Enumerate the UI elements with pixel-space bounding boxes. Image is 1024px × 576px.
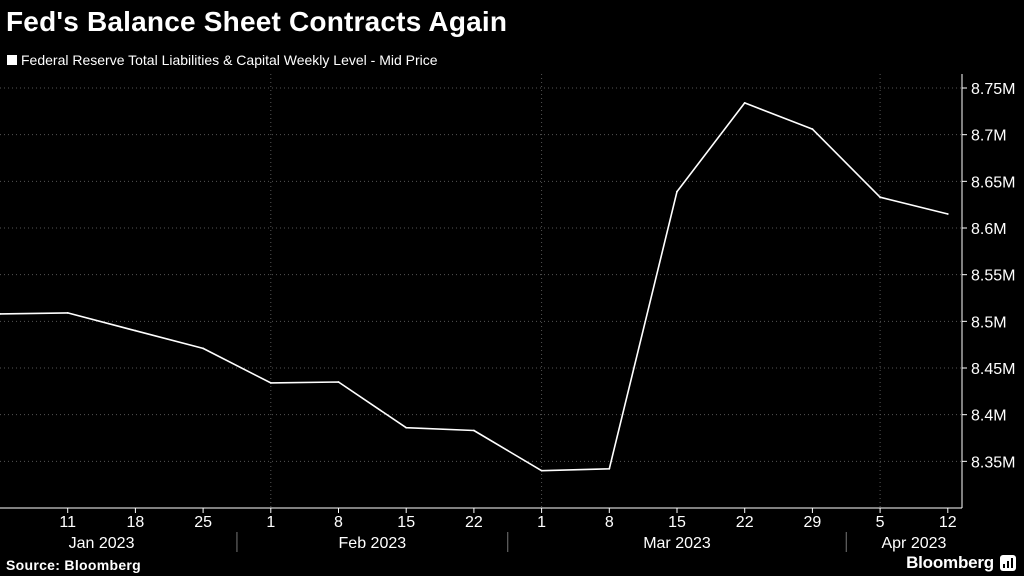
- x-tick-label: 1: [266, 514, 275, 531]
- x-tick-label: 15: [668, 514, 686, 531]
- data-point: [879, 196, 881, 199]
- x-tick-label: 25: [194, 514, 212, 531]
- y-tick-label: 8.35M: [971, 454, 1015, 471]
- y-tick-label: 8.7M: [971, 128, 1007, 145]
- month-label: Jan 2023: [69, 535, 135, 552]
- y-tick-label: 8.6M: [971, 221, 1007, 238]
- month-label: Apr 2023: [881, 535, 946, 552]
- month-label: Mar 2023: [643, 535, 711, 552]
- data-point: [608, 467, 611, 470]
- series-line: [0, 102, 948, 472]
- data-point: [269, 382, 272, 384]
- x-tick-label: 11: [59, 514, 76, 531]
- y-tick-label: 8.45M: [971, 361, 1015, 378]
- chart-title: Fed's Balance Sheet Contracts Again: [6, 6, 508, 37]
- x-tick-label: 1: [537, 514, 546, 531]
- data-point: [473, 429, 475, 432]
- y-tick-label: 8.65M: [971, 174, 1015, 191]
- y-tick-label: 8.4M: [971, 408, 1007, 425]
- data-point: [337, 381, 340, 383]
- month-label: Feb 2023: [339, 535, 407, 552]
- y-tick-label: 8.5M: [971, 314, 1007, 331]
- brand-name: Bloomberg: [906, 553, 994, 572]
- brand: Bloomberg: [906, 553, 1016, 573]
- x-tick-label: 12: [939, 514, 957, 531]
- x-tick-label: 22: [465, 514, 483, 531]
- x-tick-label: 5: [876, 514, 885, 531]
- y-tick-label: 8.55M: [971, 268, 1015, 285]
- x-tick-label: 15: [397, 514, 415, 531]
- legend-label: Federal Reserve Total Liabilities & Capi…: [21, 52, 438, 68]
- legend-swatch: [7, 55, 17, 65]
- data-point: [134, 329, 137, 332]
- data-point: [676, 190, 678, 193]
- data-point: [66, 312, 69, 314]
- data-point: [540, 469, 543, 472]
- data-point: [0, 312, 1, 315]
- x-tick-label: 29: [804, 514, 822, 531]
- x-tick-label: 22: [736, 514, 754, 531]
- legend: Federal Reserve Total Liabilities & Capi…: [7, 50, 438, 70]
- x-tick-label: 8: [334, 514, 343, 531]
- x-tick-label: 18: [127, 514, 145, 531]
- data-point: [202, 347, 205, 350]
- data-point: [946, 213, 949, 215]
- source-note: Source: Bloomberg: [6, 557, 142, 573]
- data-point: [743, 102, 746, 104]
- data-point: [405, 426, 408, 429]
- bloomberg-chart-icon: [1000, 555, 1016, 571]
- x-tick-label: 8: [605, 514, 614, 531]
- y-tick-label: 8.75M: [971, 81, 1015, 98]
- data-point: [811, 128, 814, 130]
